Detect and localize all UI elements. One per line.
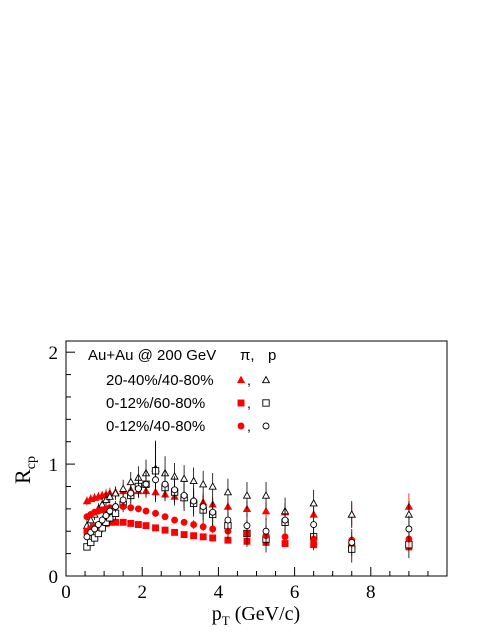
data-point xyxy=(209,508,217,516)
data-point xyxy=(102,512,110,520)
legend-col-pi: π, xyxy=(240,347,255,364)
data-point xyxy=(209,525,217,533)
data-point xyxy=(111,488,120,497)
data-point xyxy=(261,506,271,515)
data-point xyxy=(134,505,142,513)
data-marks xyxy=(82,440,414,563)
data-point xyxy=(261,491,271,499)
x-tick-label: 2 xyxy=(137,582,147,603)
data-point xyxy=(309,498,318,507)
y-tick-label: 2 xyxy=(49,343,59,364)
series-5 xyxy=(83,457,413,556)
legend-row-3-comma: , xyxy=(247,418,251,434)
data-point xyxy=(199,533,207,541)
data-point xyxy=(86,515,95,524)
data-point xyxy=(91,525,99,533)
legend-marker-pi xyxy=(236,375,246,384)
legend-marker-p xyxy=(262,399,270,407)
x-tick-label: 0 xyxy=(61,582,71,603)
y-tick-label: 0 xyxy=(49,567,59,588)
data-point xyxy=(180,531,188,539)
x-tick-label: 6 xyxy=(290,582,300,603)
y-tick-label: 1 xyxy=(49,455,59,476)
axes: 0 2 4 6 8 0 1 2 xyxy=(49,343,448,603)
data-point xyxy=(127,489,135,497)
y-axis-label: Rcp xyxy=(10,456,39,484)
data-point xyxy=(281,533,289,541)
data-point xyxy=(152,509,159,517)
series-4 xyxy=(83,503,413,549)
data-point xyxy=(83,543,91,551)
legend-marker-pi xyxy=(237,399,245,407)
data-point xyxy=(161,513,169,521)
data-point xyxy=(161,480,169,488)
data-point xyxy=(242,491,252,499)
data-point xyxy=(94,521,102,528)
data-point xyxy=(142,507,150,515)
data-point xyxy=(134,521,142,528)
legend-markers xyxy=(236,375,271,430)
data-point xyxy=(179,474,189,482)
data-point xyxy=(209,534,217,542)
data-point xyxy=(405,525,413,533)
data-point xyxy=(119,518,127,526)
data-point xyxy=(142,522,150,530)
x-axis-label: pT (GeV/c) xyxy=(212,603,300,628)
legend-row-2-comma: , xyxy=(247,395,251,411)
legend-row-2-label: 0-12%/60-80% xyxy=(106,395,205,412)
data-point xyxy=(190,497,198,505)
series-0 xyxy=(82,483,414,526)
data-point xyxy=(180,518,188,526)
data-point xyxy=(152,524,159,532)
data-point xyxy=(94,529,103,538)
legend-row-3-label: 0-12%/40-80% xyxy=(106,418,205,435)
data-point xyxy=(208,482,217,490)
legend-row-1-label: 20-40%/40-80% xyxy=(106,372,214,389)
data-point xyxy=(281,516,289,524)
legend-row-1-comma: , xyxy=(247,372,251,388)
data-point xyxy=(152,476,159,484)
legend-marker-pi xyxy=(237,422,245,430)
data-point xyxy=(198,479,208,488)
legend-title: Au+Au @ 200 GeV xyxy=(88,347,216,364)
data-point xyxy=(126,477,135,486)
data-point xyxy=(98,516,106,524)
data-point xyxy=(90,534,99,542)
legend: Au+Au @ 200 GeV π, p 20-40%/40-80% 0-12%… xyxy=(88,347,276,435)
data-point xyxy=(161,526,169,534)
data-point xyxy=(134,485,142,493)
x-tick-label: 4 xyxy=(214,582,224,603)
data-point xyxy=(243,522,251,530)
data-point xyxy=(190,521,198,528)
data-point xyxy=(262,527,270,535)
data-point xyxy=(119,496,127,504)
data-point xyxy=(118,484,128,492)
data-point xyxy=(127,504,135,512)
legend-col-p: p xyxy=(268,347,276,364)
legend-marker-p xyxy=(261,375,271,384)
data-point xyxy=(112,503,119,511)
legend-marker-p xyxy=(262,422,270,430)
data-point xyxy=(142,480,150,488)
data-point xyxy=(223,487,233,496)
data-point xyxy=(190,532,198,540)
data-point xyxy=(127,519,135,527)
data-point xyxy=(87,538,95,547)
data-point xyxy=(310,521,318,528)
data-point xyxy=(83,533,91,541)
data-point xyxy=(189,476,198,485)
data-point xyxy=(199,523,207,531)
data-point xyxy=(106,507,114,515)
data-point xyxy=(347,510,356,518)
data-point xyxy=(171,528,179,536)
data-point xyxy=(348,538,356,546)
data-point xyxy=(224,516,232,524)
data-point xyxy=(180,491,188,499)
data-point xyxy=(171,516,179,524)
x-tick-label: 8 xyxy=(366,582,376,603)
series-1 xyxy=(82,440,414,532)
data-point xyxy=(171,486,179,494)
data-point xyxy=(199,503,207,511)
